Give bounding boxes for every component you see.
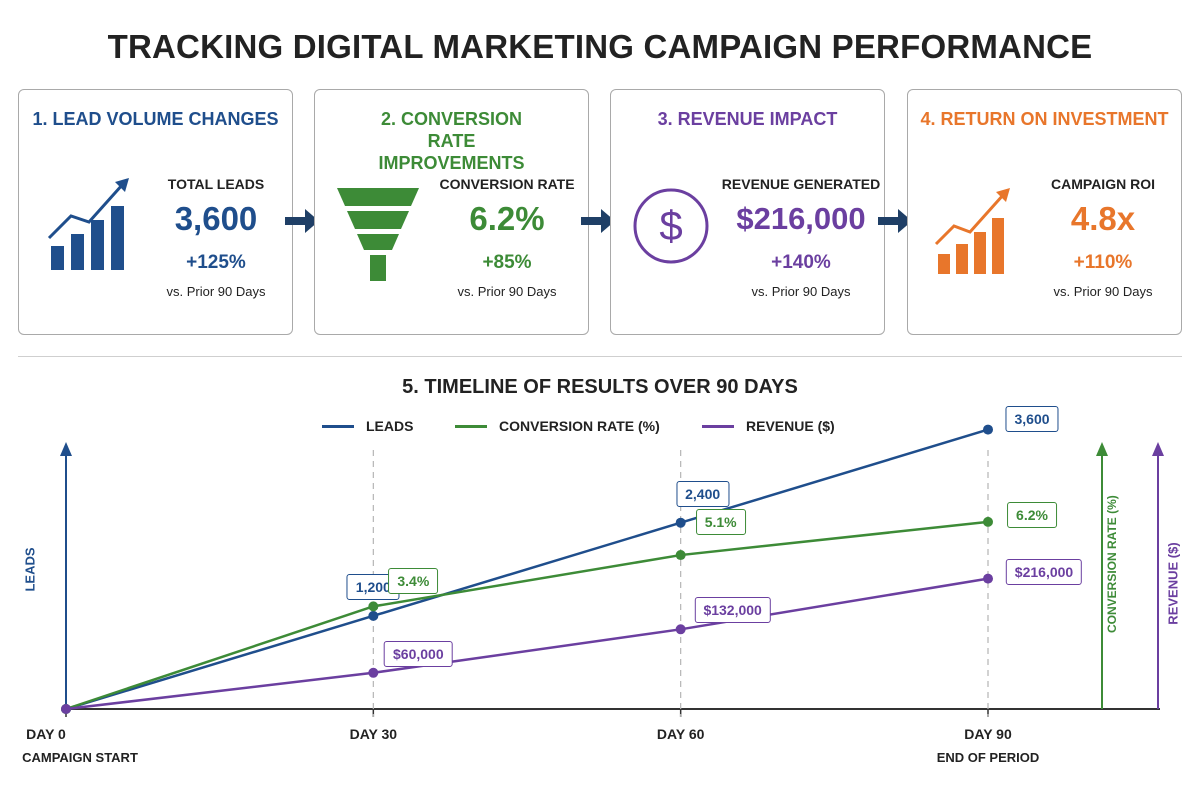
card-title: 3. REVENUE IMPACT	[657, 109, 838, 129]
stat-compare: vs. Prior 90 Days	[1053, 284, 1153, 299]
data-label: 5.1%	[695, 509, 746, 536]
data-label: $216,000	[1005, 558, 1083, 585]
right-arrow-icon	[878, 207, 914, 240]
x-tick-label: DAY 90	[964, 726, 1012, 742]
series-line-2	[65, 577, 989, 711]
data-point	[675, 624, 686, 635]
data-label: 3.4%	[388, 568, 439, 595]
page-title: TRACKING DIGITAL MARKETING CAMPAIGN PERF…	[107, 28, 1093, 65]
stat-compare: vs. Prior 90 Days	[457, 284, 557, 299]
stat-value: 3,600	[174, 200, 258, 237]
legend-item-revenue: REVENUE ($)	[702, 416, 835, 436]
conversion-rate-card: 2. CONVERSION RATE IMPROVEMENTS CONVERSI…	[314, 89, 589, 335]
legend-swatch	[455, 424, 487, 428]
y-axis-label-revenue: REVENUE ($)	[1165, 542, 1181, 625]
legend-label: LEADS	[366, 418, 414, 434]
stat-label: CONVERSION RATE	[439, 176, 575, 192]
data-point	[368, 610, 379, 621]
data-point	[368, 667, 379, 678]
legend-label: REVENUE ($)	[746, 418, 835, 434]
revenue-impact-card: 3. REVENUE IMPACT $ REVENUE GENERATED $2…	[610, 89, 885, 335]
data-label: 2,400	[676, 480, 730, 507]
y-axis-revenue-arrow	[1152, 442, 1164, 456]
timeline-title: 5. TIMELINE OF RESULTS OVER 90 DAYS	[402, 376, 798, 398]
stat-change: +85%	[482, 252, 532, 273]
funnel-icon	[335, 186, 421, 289]
legend-label: CONVERSION RATE (%)	[499, 418, 660, 434]
data-point	[675, 550, 686, 561]
revenue-stats: REVENUE GENERATED $216,000 +140% vs. Pri…	[717, 176, 885, 299]
stat-value: 6.2%	[469, 200, 545, 237]
y-axis-label-leads: LEADS	[22, 547, 38, 592]
card-title: 2. CONVERSION RATE IMPROVEMENTS	[378, 109, 525, 173]
svg-text:$: $	[659, 202, 682, 249]
x-tick-label: DAY 0	[26, 726, 66, 742]
data-point	[368, 601, 379, 612]
roi-card: 4. RETURN ON INVESTMENT CAMPAIGN ROI 4.8…	[907, 89, 1182, 335]
stat-compare: vs. Prior 90 Days	[166, 284, 266, 299]
legend-item-leads: LEADS	[322, 416, 413, 436]
x-tick-label: DAY 60	[656, 726, 705, 742]
stat-compare: vs. Prior 90 Days	[751, 284, 851, 299]
y-axis-conversion-arrow	[1096, 442, 1108, 456]
bar-growth-icon	[45, 176, 135, 281]
stat-label: CAMPAIGN ROI	[1051, 176, 1155, 192]
roi-stats: CAMPAIGN ROI 4.8x +110% vs. Prior 90 Day…	[1028, 176, 1178, 299]
y-axis-label-conversion: CONVERSION RATE (%)	[1105, 495, 1119, 633]
data-point	[675, 517, 686, 528]
x-sub-label: CAMPAIGN START	[22, 750, 138, 765]
stat-change: +110%	[1073, 252, 1133, 273]
card-title: 4. RETURN ON INVESTMENT	[920, 109, 1169, 129]
bar-growth-icon	[932, 182, 1022, 283]
y-axis-leads-arrow	[60, 442, 72, 456]
x-tick-label: DAY 30	[349, 726, 398, 742]
series-line-1	[65, 520, 989, 711]
lead-volume-card: 1. LEAD VOLUME CHANGES TOTAL LEADS 3,600…	[18, 89, 293, 335]
stat-value: $216,000	[736, 201, 866, 236]
data-point	[983, 424, 993, 435]
legend-swatch	[702, 424, 734, 428]
legend-item-conversion: CONVERSION RATE (%)	[455, 416, 660, 436]
legend-swatch	[322, 424, 354, 428]
stat-change: +125%	[186, 252, 246, 273]
data-label: 6.2%	[1007, 501, 1057, 528]
data-point	[983, 573, 993, 584]
lead-stats: TOTAL LEADS 3,600 +125% vs. Prior 90 Day…	[141, 176, 291, 299]
stat-change: +140%	[771, 252, 831, 273]
data-label: $132,000	[694, 597, 771, 624]
conversion-stats: CONVERSION RATE 6.2% +85% vs. Prior 90 D…	[427, 176, 587, 299]
data-point	[61, 704, 71, 714]
x-sub-label: END OF PERIOD	[936, 750, 1040, 765]
data-point	[983, 516, 993, 527]
stat-value: 4.8x	[1070, 200, 1136, 237]
series-line-0	[65, 428, 989, 711]
right-arrow-icon	[285, 207, 321, 240]
right-arrow-icon	[581, 207, 617, 240]
section-divider	[18, 356, 1182, 357]
data-label: 3,600	[1005, 405, 1059, 432]
card-title: 1. LEAD VOLUME CHANGES	[32, 109, 279, 129]
dollar-icon: $	[631, 186, 711, 271]
stat-label: TOTAL LEADS	[167, 176, 265, 192]
stat-label: REVENUE GENERATED	[721, 176, 881, 192]
data-label: $60,000	[384, 640, 453, 667]
